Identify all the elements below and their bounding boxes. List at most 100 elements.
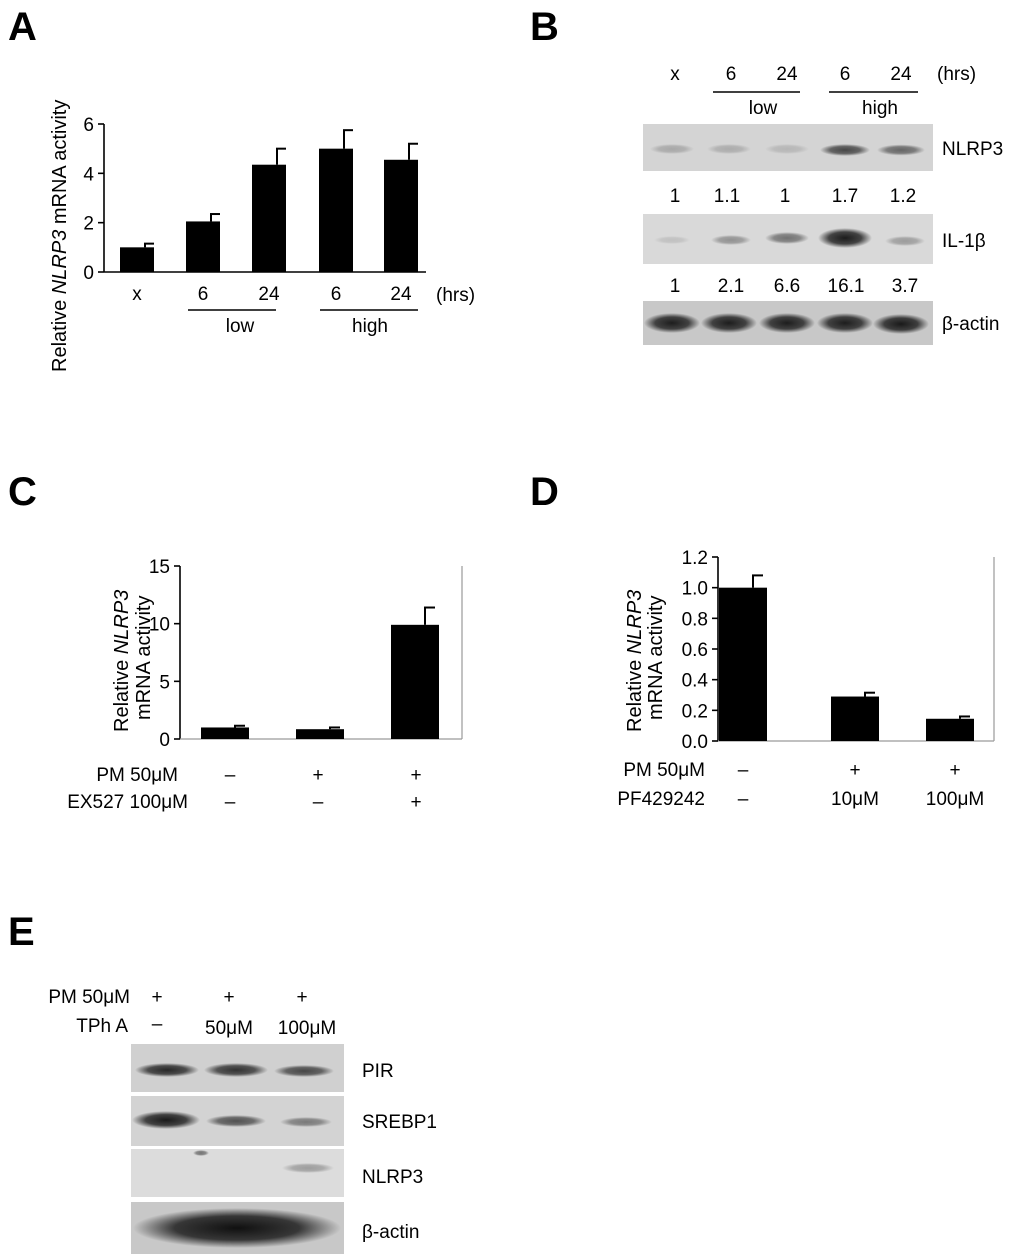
y-tick-label: 1.2 xyxy=(682,548,708,569)
blot-band xyxy=(654,236,690,244)
y-tick-label: 0.6 xyxy=(682,640,708,661)
y-tick-label: 4 xyxy=(83,164,94,185)
panel-d-chart: 0.0 0.2 0.4 0.6 0.8 1.0 1.2 xyxy=(682,548,995,753)
bar xyxy=(296,729,344,739)
y-tick-label: 1.0 xyxy=(682,579,708,600)
panel-e-cond-label-2: TPh A xyxy=(76,1016,128,1037)
panel-b-blot-label-2: IL-1β xyxy=(942,231,986,252)
panel-d-letter: D xyxy=(530,470,559,514)
panel-c-cond-2-2: – xyxy=(313,792,324,813)
panel-b-quant-1-2: 1.1 xyxy=(714,186,740,207)
panel-e-cond-1-1: + xyxy=(151,987,162,1008)
blot-band xyxy=(193,1150,209,1156)
blot-band xyxy=(132,1111,200,1129)
blot-band xyxy=(274,1065,334,1077)
panel-e-blot-label-3: NLRP3 xyxy=(362,1167,423,1188)
blot-band xyxy=(711,235,751,245)
blot-band xyxy=(644,313,700,333)
panel-b-lane-5: 24 xyxy=(890,64,912,85)
panel-b-lane-3: 24 xyxy=(776,64,798,85)
blot-band xyxy=(765,144,809,154)
panel-b-quant-2-5: 3.7 xyxy=(892,276,918,297)
panel-b-letter: B xyxy=(530,5,559,49)
blot-band xyxy=(765,232,809,244)
panel-b-quant-1-4: 1.7 xyxy=(832,186,858,207)
category-label: 24 xyxy=(258,284,280,305)
y-tick-label: 0.2 xyxy=(682,701,708,722)
panel-a-unit: (hrs) xyxy=(436,285,475,306)
blot-band xyxy=(759,313,815,333)
blot-band xyxy=(133,1208,341,1248)
panel-b-quant-2-3: 6.6 xyxy=(774,276,800,297)
blot-band xyxy=(282,1163,334,1173)
panel-c-cond-label-2: EX527 100μM xyxy=(67,792,188,813)
blot-band xyxy=(701,313,757,333)
category-label: 6 xyxy=(331,284,342,305)
panel-e-cond-2-3: 100μM xyxy=(278,1018,336,1039)
y-tick-label: 0.8 xyxy=(682,609,708,630)
panel-c-cond-1-3: + xyxy=(410,765,421,786)
category-label: 24 xyxy=(390,284,412,305)
panel-d-ylabel-line1: Relative NLRP3 xyxy=(624,590,646,732)
panel-d-cond-label-2: PF429242 xyxy=(617,789,705,810)
panel-b-quant-2-2: 2.1 xyxy=(718,276,744,297)
bar xyxy=(719,587,767,741)
panel-c-ylabel-line1: Relative NLRP3 xyxy=(111,590,133,732)
panel-e-cond-1-3: + xyxy=(296,987,307,1008)
panel-b-unit: (hrs) xyxy=(937,64,976,85)
panel-d-cond-2-3: 100μM xyxy=(926,789,984,810)
bar xyxy=(384,159,418,272)
bar xyxy=(319,148,353,272)
y-tick-label: 0.4 xyxy=(682,671,709,692)
bar xyxy=(831,696,879,741)
panel-b-lane-4: 6 xyxy=(840,64,851,85)
y-tick-label: 0.0 xyxy=(682,732,708,753)
y-tick-label: 5 xyxy=(159,672,170,693)
panel-b-quant-1-3: 1 xyxy=(780,186,791,207)
panel-c-letter: C xyxy=(8,470,37,514)
panel-d-cond-1-2: + xyxy=(849,760,860,781)
panel-b-lane-2: 6 xyxy=(726,64,737,85)
panel-e: E PM 50μM + + + TPh A – 50μM 100μM PIR S… xyxy=(8,910,437,1254)
panel-b: B x 6 24 6 24 (hrs) low high NLRP3 1 1.1… xyxy=(530,5,1003,345)
panel-b-lane-1: x xyxy=(670,64,680,85)
panel-b-quant-2-4: 16.1 xyxy=(828,276,865,297)
blot-band xyxy=(820,144,870,156)
blot-band xyxy=(204,1063,268,1077)
bar xyxy=(201,727,249,739)
panel-d-cond-2-1: – xyxy=(738,789,749,810)
blot-band xyxy=(206,1115,266,1127)
panel-c-cond-2-3: + xyxy=(410,792,421,813)
blot-band xyxy=(885,236,925,246)
panel-a-letter: A xyxy=(8,5,37,49)
panel-c-cond-1-1: – xyxy=(225,765,236,786)
panel-e-letter: E xyxy=(8,910,35,954)
panel-e-cond-1-2: + xyxy=(223,987,234,1008)
panel-e-cond-2-1: – xyxy=(152,1014,163,1035)
blot-band xyxy=(650,144,694,154)
panel-b-quant-1-5: 1.2 xyxy=(890,186,916,207)
y-tick-label: 15 xyxy=(149,557,170,578)
bar xyxy=(120,247,154,272)
panel-a-ylabel: Relative NLRP3 mRNA activity xyxy=(49,100,71,372)
panel-e-blot-label-4: β-actin xyxy=(362,1222,419,1243)
panel-c-cond-1-2: + xyxy=(312,765,323,786)
panel-c-cond-label-1: PM 50μM xyxy=(96,765,178,786)
panel-d-cond-1-3: + xyxy=(949,760,960,781)
panel-a-group-low: low xyxy=(226,316,255,337)
panel-c-chart: 0 5 10 15 xyxy=(149,557,463,751)
panel-a-group-high: high xyxy=(352,316,388,337)
panel-e-blot-nlrp3 xyxy=(131,1149,344,1197)
y-tick-label: 2 xyxy=(83,214,94,235)
bar xyxy=(926,718,974,741)
bar xyxy=(186,221,220,272)
panel-e-blot-label-2: SREBP1 xyxy=(362,1112,437,1133)
panel-c-ylabel-line2: mRNA activity xyxy=(133,596,155,720)
blot-band xyxy=(817,313,873,333)
y-tick-label: 10 xyxy=(149,615,170,636)
category-label: x xyxy=(132,284,142,305)
panel-b-quant-1-1: 1 xyxy=(670,186,681,207)
panel-b-blot-label-1: NLRP3 xyxy=(942,139,1003,160)
